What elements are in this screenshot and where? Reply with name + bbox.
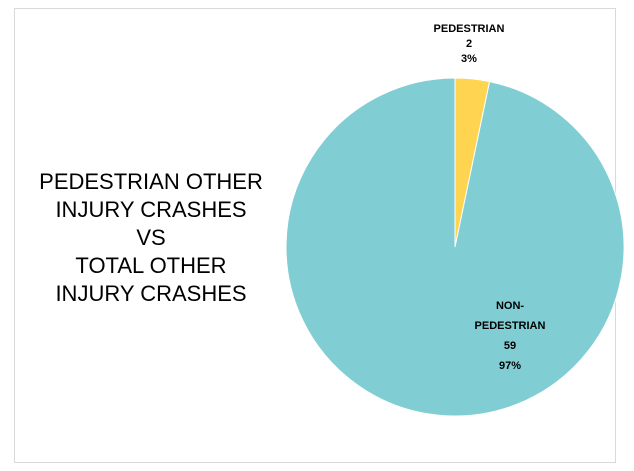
non-pedestrian-slice-percent: 97%: [499, 360, 521, 372]
pedestrian-slice-label: PEDESTRIAN: [434, 23, 505, 35]
title-line-3: VS: [136, 225, 166, 250]
non-pedestrian-slice-value: 59: [504, 340, 516, 352]
pedestrian-slice-percent: 3%: [461, 53, 477, 65]
title-line-5: INJURY CRASHES: [55, 281, 247, 306]
title-line-4: TOTAL OTHER: [75, 253, 227, 278]
chart-title: PEDESTRIAN OTHER INJURY CRASHES VS TOTAL…: [22, 168, 280, 308]
non-pedestrian-label-line-1: NON-: [496, 300, 524, 312]
non-pedestrian-label-line-2: PEDESTRIAN: [475, 320, 546, 332]
pie-slices: [285, 77, 625, 417]
non-pedestrian-slice: [285, 77, 625, 417]
title-line-2: INJURY CRASHES: [55, 197, 247, 222]
pedestrian-slice-value: 2: [466, 38, 472, 50]
title-line-1: PEDESTRIAN OTHER: [39, 169, 263, 194]
